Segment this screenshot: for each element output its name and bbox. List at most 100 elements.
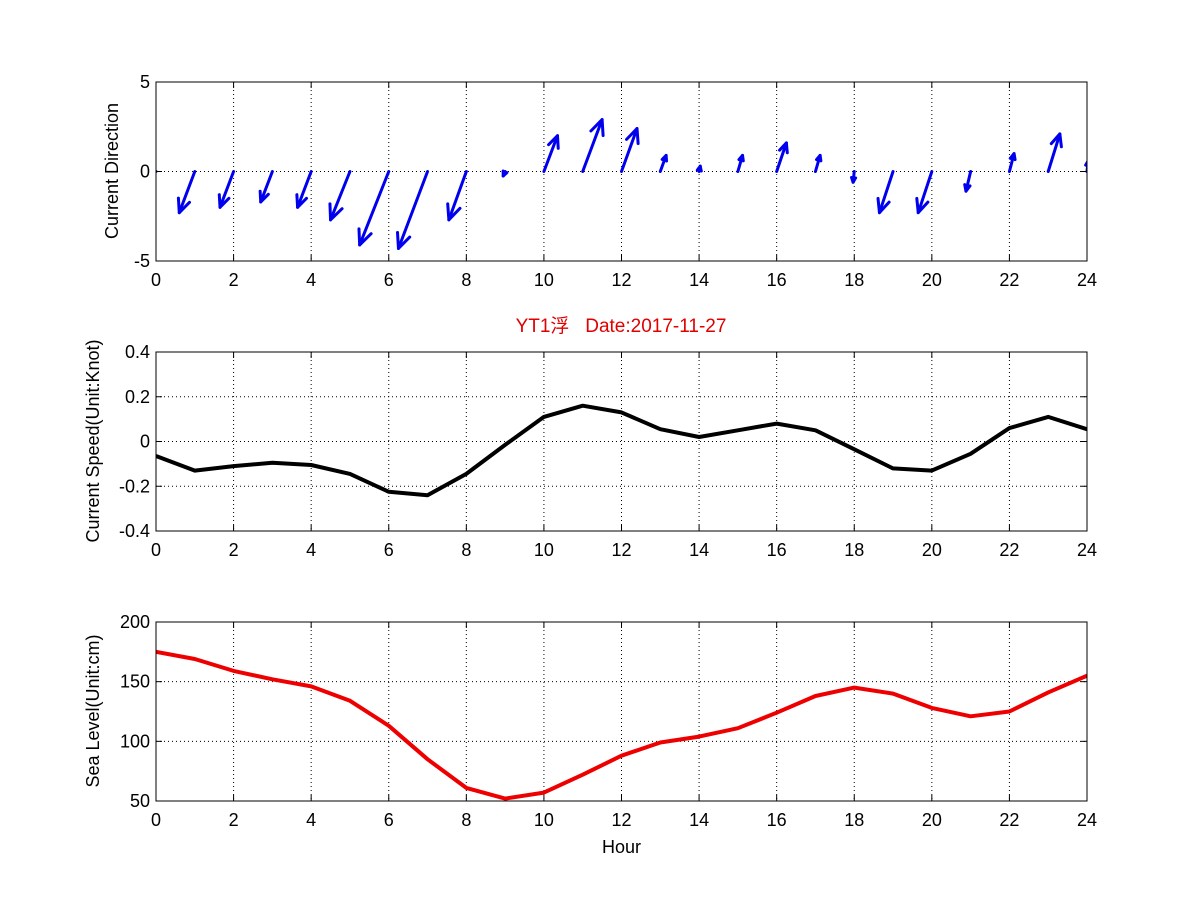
current-arrow: [581, 118, 605, 173]
current-arrow: [501, 169, 509, 178]
x-tick-label: 24: [1077, 270, 1097, 290]
data-point: [658, 427, 662, 431]
data-point: [1007, 710, 1011, 713]
data-point: [270, 677, 274, 681]
plot-area: [156, 622, 1087, 801]
current-arrow: [328, 170, 352, 222]
current-arrow: [813, 153, 823, 173]
data-point: [232, 669, 236, 673]
data-point: [193, 657, 197, 661]
x-tick-label: 6: [384, 810, 394, 830]
current-arrow: [1007, 152, 1017, 173]
x-tick-label: 4: [306, 540, 316, 560]
y-tick-label: -5: [134, 251, 150, 271]
y-axis-label: Sea Level(Unit:cm): [83, 634, 103, 787]
x-tick-label: 10: [534, 270, 554, 290]
current-arrow: [620, 127, 640, 173]
y-tick-label: 100: [120, 731, 150, 751]
current-arrow: [915, 170, 934, 215]
data-point: [387, 490, 391, 494]
data-point: [852, 447, 856, 451]
data-point: [309, 684, 313, 688]
x-tick-label: 16: [767, 270, 787, 290]
data-point: [542, 415, 546, 419]
y-axis-label: Current Direction: [102, 103, 122, 239]
current-arrow: [258, 170, 274, 204]
data-point: [503, 443, 507, 447]
y-tick-label: 0: [140, 162, 150, 182]
x-tick-label: 18: [844, 270, 864, 290]
x-tick-label: 4: [306, 270, 316, 290]
x-tick-label: 20: [922, 540, 942, 560]
x-tick-label: 2: [229, 810, 239, 830]
data-point: [426, 493, 430, 497]
data-point: [581, 404, 585, 408]
y-tick-label: 50: [130, 791, 150, 811]
x-tick-label: 0: [151, 270, 161, 290]
x-tick-label: 16: [767, 540, 787, 560]
x-tick-label: 12: [611, 540, 631, 560]
x-tick-label: 22: [999, 270, 1019, 290]
x-tick-label: 8: [461, 270, 471, 290]
x-tick-label: 14: [689, 270, 709, 290]
current-arrow: [1046, 132, 1063, 173]
y-tick-label: 150: [120, 672, 150, 692]
data-point: [232, 464, 236, 468]
data-point: [775, 422, 779, 426]
x-tick-label: 16: [767, 810, 787, 830]
current-speed-panel: 0 2 4 6 8 10 12 14 16 18 20 22 24-0.4-0.200.20.4Curr…: [83, 339, 1097, 560]
y-tick-label: 0.2: [125, 387, 150, 407]
data-point: [348, 472, 352, 476]
data-point: [464, 786, 468, 790]
x-tick-label: 18: [844, 540, 864, 560]
data-point: [891, 466, 895, 470]
x-tick-label: 0: [151, 540, 161, 560]
y-tick-label: 0: [140, 432, 150, 452]
current-arrow: [446, 170, 468, 222]
data-point: [697, 735, 701, 739]
current-arrow: [963, 170, 973, 193]
data-point: [930, 706, 934, 710]
data-point: [620, 410, 623, 414]
x-tick-label: 14: [689, 540, 709, 560]
x-tick-label: 0: [151, 810, 161, 830]
data-point: [503, 797, 507, 801]
data-point: [193, 469, 197, 473]
data-point: [969, 452, 973, 456]
data-point: [697, 435, 701, 439]
x-tick-label: 22: [999, 810, 1019, 830]
x-tick-label: 12: [611, 270, 631, 290]
current-arrow: [658, 153, 669, 173]
current-arrow: [295, 170, 313, 209]
current-arrow: [850, 170, 858, 184]
y-tick-label: 5: [140, 72, 150, 92]
x-tick-label: 2: [229, 270, 239, 290]
data-point: [426, 757, 430, 761]
current-arrow: [217, 170, 236, 209]
plot-area: [156, 352, 1087, 531]
data-point: [930, 469, 934, 473]
current-arrow: [775, 141, 789, 173]
data-point: [387, 724, 391, 728]
current-arrow: [542, 134, 560, 173]
x-tick-label: 22: [999, 540, 1019, 560]
data-point: [891, 692, 895, 696]
current-arrow: [176, 170, 197, 215]
y-tick-label: 0.4: [125, 342, 150, 362]
data-point: [464, 472, 468, 476]
current-arrow: [396, 170, 430, 250]
y-tick-label: 200: [120, 612, 150, 632]
data-point: [542, 791, 546, 795]
x-tick-label: 10: [534, 810, 554, 830]
x-tick-label: 12: [611, 810, 631, 830]
x-tick-label: 6: [384, 270, 394, 290]
x-tick-label: 6: [384, 540, 394, 560]
x-tick-label: 8: [461, 540, 471, 560]
data-point: [775, 711, 779, 715]
data-point: [736, 428, 740, 432]
data-point: [852, 686, 856, 690]
current-arrow: [876, 170, 895, 215]
current-arrow: [357, 170, 391, 247]
